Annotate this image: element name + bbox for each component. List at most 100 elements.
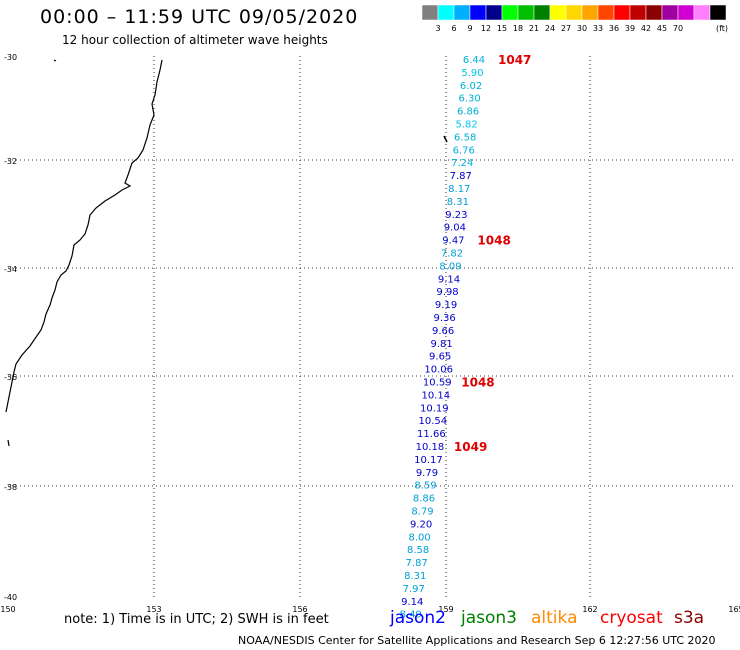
observation-track: 6.44 5.90 6.02 6.30 6.86 5.826.58 6.76 7.24 7.87… xyxy=(400,53,532,621)
wave-height-value: 9.14 xyxy=(438,274,460,285)
latitude-label: -30 xyxy=(4,53,17,62)
wave-height-value: 7.24 xyxy=(451,158,473,169)
color-scale-swatch xyxy=(613,4,631,21)
note-text: note: 1) Time is in UTC; 2) SWH is in fe… xyxy=(64,612,329,627)
wave-height-value: 9.66 xyxy=(432,326,454,337)
longitude-label: 156 xyxy=(292,605,307,614)
color-scale-swatch xyxy=(629,4,647,21)
wave-height-value: 11.66 xyxy=(417,429,446,440)
color-scale-swatch xyxy=(661,4,679,21)
color-scale-swatch xyxy=(517,4,535,21)
color-scale-label: 6 xyxy=(451,24,456,33)
wave-height-value: 8.31 xyxy=(447,197,469,208)
wave-height-value: 9.79 xyxy=(416,468,438,479)
color-scale-label: (ft) xyxy=(716,24,728,33)
color-scale-swatch xyxy=(469,4,487,21)
wave-height-value: 6.58 xyxy=(454,132,476,143)
wave-height-value: 8.00 xyxy=(408,532,430,543)
color-scale-swatch xyxy=(453,4,471,21)
color-scale-label: 15 xyxy=(497,24,507,33)
island-marker xyxy=(443,135,448,143)
color-scale-label: 9 xyxy=(467,24,472,33)
color-scale-swatch xyxy=(677,4,695,21)
wave-height-value: 8.79 xyxy=(411,507,433,518)
latitude-label: -40 xyxy=(4,593,17,602)
color-scale-swatch xyxy=(485,4,503,21)
wave-height-value: 8.86 xyxy=(413,494,435,505)
wave-height-value: 9.81 xyxy=(431,339,453,350)
wave-height-value: 6.02 xyxy=(460,81,482,92)
longitude-label: 153 xyxy=(146,605,161,614)
wave-height-value: 9.98 xyxy=(436,287,458,298)
satellite-cryosat: cryosat xyxy=(600,608,663,628)
wave-height-value: 9.65 xyxy=(429,352,451,363)
pressure-label: 1048 xyxy=(477,234,510,248)
australia-coastline xyxy=(5,59,163,413)
wave-height-value: 5.82 xyxy=(456,120,478,131)
latitude-label: -34 xyxy=(4,265,17,274)
wave-height-value: 10.54 xyxy=(419,416,448,427)
color-scale-swatch xyxy=(501,4,519,21)
color-scale-swatch xyxy=(565,4,583,21)
wave-height-value: 10.17 xyxy=(414,455,443,466)
wave-height-value: 9.36 xyxy=(433,313,455,324)
wave-height-value: 6.76 xyxy=(453,145,475,156)
wave-height-value: 7.87 xyxy=(450,171,472,182)
color-scale-label: 39 xyxy=(625,24,635,33)
wave-height-value: 6.86 xyxy=(457,107,479,118)
latitude-label: -32 xyxy=(4,157,17,166)
lat-lon-grid: -30 -32 -34 -36 -38 -40 150 153 156 159 162 165 xyxy=(0,53,740,614)
wave-height-value: 8.09 xyxy=(439,261,461,272)
wave-height-value: 8.31 xyxy=(404,571,426,582)
pressure-label: 1047 xyxy=(498,53,531,67)
satellite-s3a: s3a xyxy=(674,608,705,628)
title: 00:00 – 11:59 UTC 09/05/2020 xyxy=(40,6,359,28)
satellite-jason2: jason2 xyxy=(390,608,446,628)
wave-height-value: 10.18 xyxy=(416,442,445,453)
color-scale-label: 33 xyxy=(593,24,603,33)
wave-height-value: 8.49 xyxy=(400,610,422,621)
color-scale-label: 18 xyxy=(513,24,523,33)
color-scale-label: 21 xyxy=(529,24,539,33)
wave-height-value: 10.14 xyxy=(421,390,450,401)
longitude-label: 162 xyxy=(582,605,597,614)
color-scale-swatch xyxy=(597,4,615,21)
wave-height-value: 10.19 xyxy=(420,403,449,414)
longitude-label: 159 xyxy=(438,605,453,614)
color-scale-label: 24 xyxy=(545,24,555,33)
wave-height-value: 6.44 xyxy=(463,55,485,66)
color-scale-swatch xyxy=(709,4,727,21)
color-scale-label: 30 xyxy=(577,24,587,33)
wave-height-value: 9.20 xyxy=(410,519,432,530)
wave-height-value: 7.87 xyxy=(406,558,428,569)
satellite-altika: altika xyxy=(531,608,578,628)
wave-height-value: 8.17 xyxy=(448,184,470,195)
footer-credit: NOAA/NESDIS Center for Satellite Applica… xyxy=(238,634,716,647)
wave-height-value: 8.59 xyxy=(414,481,436,492)
color-scale-swatch xyxy=(581,4,599,21)
wave-height-value: 7.82 xyxy=(441,249,463,260)
color-scale-label: 70 xyxy=(673,24,683,33)
wave-height-value: 7.97 xyxy=(403,584,425,595)
pressure-label: 1049 xyxy=(454,440,487,454)
wave-height-value: 8.58 xyxy=(407,545,429,556)
wave-height-value: 10.06 xyxy=(424,365,453,376)
color-scale-label: 12 xyxy=(481,24,491,33)
wave-height-value: 9.04 xyxy=(444,223,466,234)
latitude-label: -36 xyxy=(4,373,17,382)
color-scale-label: 3 xyxy=(435,24,440,33)
wave-height-value: 9.23 xyxy=(445,210,467,221)
subtitle: 12 hour collection of altimeter wave hei… xyxy=(62,33,328,47)
satellite-jason3: jason3 xyxy=(461,608,517,628)
wave-height-value: 9.14 xyxy=(401,597,423,608)
color-scale-swatch xyxy=(549,4,567,21)
coastline-fragment xyxy=(7,439,10,447)
color-scale-swatch xyxy=(421,4,439,21)
longitude-label: 165 xyxy=(728,605,740,614)
color-scale-swatch xyxy=(437,4,455,21)
color-scale-legend: 3 6 9 12 15 18 21 24 27 30 33 36 39 42 45 70 (ft) xyxy=(421,4,728,33)
color-scale-label: 42 xyxy=(641,24,651,33)
wave-height-value: 9.47 xyxy=(442,236,464,247)
wave-height-value: 5.90 xyxy=(461,68,483,79)
